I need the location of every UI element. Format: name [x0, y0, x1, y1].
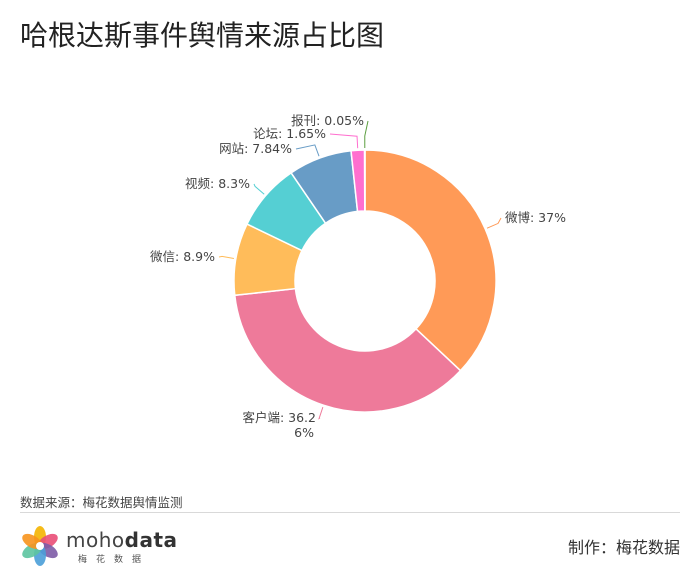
divider — [20, 512, 680, 513]
leader-line-网站 — [295, 144, 320, 157]
logo-wordmark: mohodata — [66, 528, 178, 552]
mohodata-logo: mohodata 梅花数据 — [18, 524, 177, 568]
slice-label-微信: 微信: 8.9% — [150, 249, 215, 264]
donut-chart: 微博: 37% 客户端: 36.2 6% 微信: 8.9% 视频: 8.3% 网站: 7.… — [150, 113, 566, 440]
leader-line-微信 — [218, 255, 235, 259]
logo-center — [36, 542, 44, 550]
maker-credit: 制作：梅花数据 — [567, 538, 680, 557]
logo-subtitle: 梅花数据 — [78, 555, 151, 565]
leader-line-论坛 — [329, 133, 359, 149]
leader-line-视频 — [253, 183, 265, 195]
slice-label-网站: 网站: 7.84% — [219, 141, 292, 156]
slice-label-客户端: 客户端: 36.2 6% — [242, 410, 316, 440]
slice-label-微博: 微博: 37% — [505, 210, 566, 225]
slice-label-报刊: 报刊: 0.05% — [291, 113, 364, 128]
slice-微博[interactable] — [364, 149, 497, 372]
slice-label-视频: 视频: 8.3% — [185, 176, 250, 191]
chart-title: 哈根达斯事件舆情来源占比图 — [20, 19, 385, 52]
flower-logo-icon — [22, 526, 58, 566]
leader-line-报刊 — [364, 120, 369, 149]
slice-客户端[interactable] — [233, 287, 462, 413]
data-source-note: 数据来源：梅花数据舆情监测 — [20, 495, 183, 510]
leader-line-客户端 — [318, 406, 324, 420]
leader-line-微博 — [486, 217, 502, 229]
slice-label-论坛: 论坛: 1.65% — [253, 126, 326, 141]
